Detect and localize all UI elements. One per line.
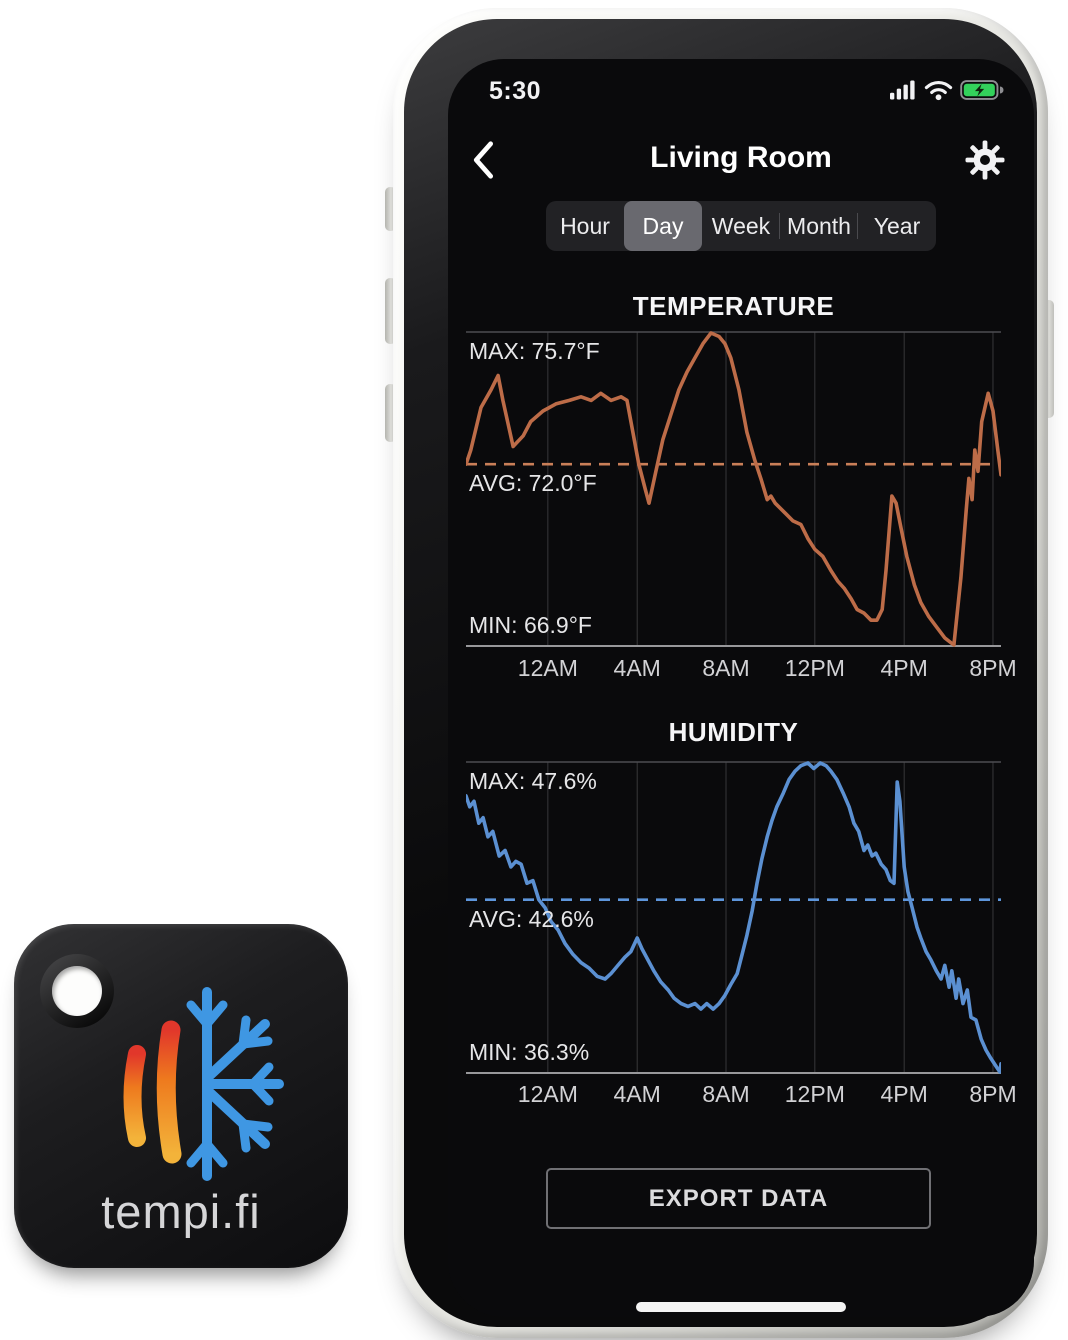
phone-screen: 5:30 [448,59,1034,1317]
tab-label: Month [787,212,851,239]
x-tick-label: 12PM [784,655,845,681]
x-tick-label: 12PM [784,1081,845,1107]
flame-stripes-icon [123,1020,182,1164]
power-button [1043,300,1054,418]
snowflake-icon [186,987,284,1181]
temperature-chart-title: TEMPERATURE [632,291,835,321]
humidity-plot[interactable]: MAX: 47.6% AVG: 42.6% MIN: 36.3% [466,761,1001,1074]
tab-year[interactable]: Year [857,201,936,251]
tab-separator [857,213,858,239]
clock-time: 5:30 [489,77,542,105]
settings-button[interactable] [963,137,1007,183]
temperature-x-axis: 12AM 4AM 8AM 12PM 4PM 8PM [466,655,1017,683]
x-tick-label: 8AM [702,655,750,681]
tempi-sensor-device: tempi.fi [14,924,348,1268]
battery-charging-icon [960,80,1004,100]
brand-wordmark: tempi.fi [101,1185,261,1238]
export-data-button[interactable]: EXPORT DATA [546,1168,931,1229]
phone-bezel: 5:30 [404,19,1037,1327]
x-tick-label: 4AM [613,1081,661,1107]
x-tick-label: 8PM [969,655,1017,681]
gear-icon [965,140,1005,180]
volume-down-button [385,384,396,442]
chevron-left-icon [473,141,494,179]
page-title: Living Room [650,141,832,174]
humidity-avg-label: AVG: 42.6% [469,905,594,932]
x-tick-label: 8AM [702,1081,750,1107]
temperature-line-chart [466,331,1001,647]
x-tick-label: 4PM [880,655,928,681]
humidity-chart-title: HUMIDITY [668,717,799,747]
back-button[interactable] [463,137,503,183]
x-tick-label: 4PM [880,1081,928,1107]
x-tick-label: 12AM [517,655,578,681]
tab-label: Year [873,212,921,239]
x-tick-label: 4AM [613,655,661,681]
tab-label: Week [711,212,771,239]
tab-hour[interactable]: Hour [546,201,624,251]
temperature-min-label: MIN: 66.9°F [469,612,592,638]
home-indicator[interactable] [636,1302,846,1312]
cellular-signal-icon [890,80,915,100]
temperature-plot[interactable]: MAX: 75.7°F AVG: 72.0°F MIN: 66.9°F [466,331,1001,647]
tab-week[interactable]: Week [702,201,780,251]
phone: 5:30 [393,8,1048,1338]
humidity-x-axis: 12AM 4AM 8AM 12PM 4PM 8PM [466,1081,1017,1109]
status-bar: 5:30 [448,73,1034,105]
humidity-min-label: MIN: 36.3% [469,1039,590,1065]
tab-label: Hour [560,212,610,239]
header: Living Room [448,135,1034,185]
tab-label: Day [642,212,684,239]
volume-up-button [385,278,396,344]
keyring-hole [40,954,114,1028]
mute-switch [385,187,396,231]
humidity-max-label: MAX: 47.6% [469,768,597,794]
time-range-tabs: Hour Day Week Month Year [546,201,936,251]
wifi-icon [924,81,953,101]
tab-month[interactable]: Month [779,201,858,251]
temperature-avg-label: AVG: 72.0°F [469,470,597,497]
tab-day[interactable]: Day [624,201,702,251]
x-tick-label: 12AM [517,1081,578,1107]
tempi-logo-icon [123,987,284,1181]
x-tick-label: 8PM [969,1081,1017,1107]
phone-frame: 5:30 [393,8,1048,1338]
temperature-max-label: MAX: 75.7°F [469,338,600,364]
humidity-line-chart [466,761,1001,1074]
tab-separator [779,213,780,239]
